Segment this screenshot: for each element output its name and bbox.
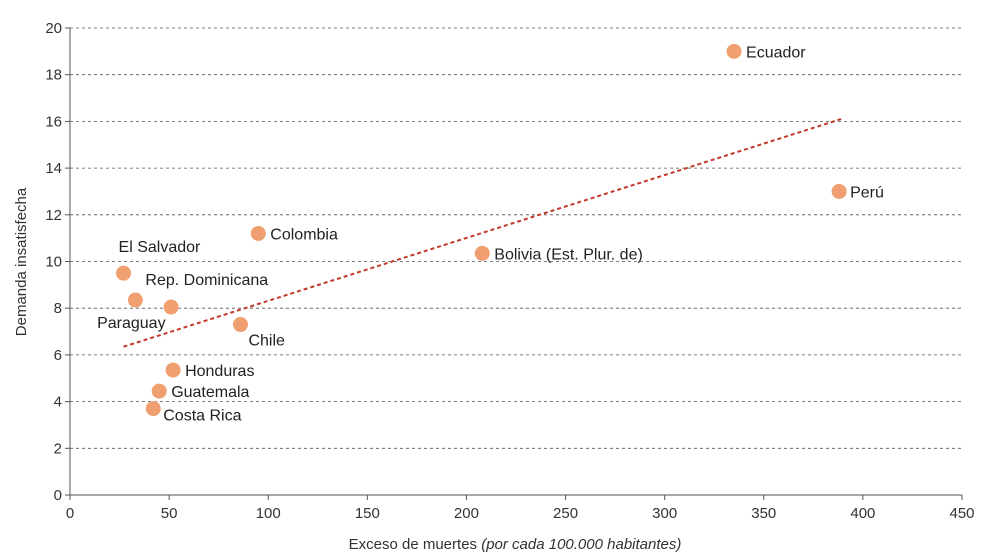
x-tick-label: 450 <box>949 505 974 522</box>
point-label: Ecuador <box>746 44 806 61</box>
y-tick-label: 4 <box>54 394 62 411</box>
x-axis-title-main: Exceso de muertes <box>349 536 482 553</box>
y-tick-label: 14 <box>45 160 62 177</box>
point-label: Rep. Dominicana <box>145 272 268 289</box>
data-point <box>250 225 266 241</box>
y-tick-label: 16 <box>45 113 62 130</box>
x-tick-label: 400 <box>850 505 875 522</box>
data-point <box>163 299 179 315</box>
point-label: Paraguay <box>97 315 165 332</box>
x-tick-label: 200 <box>454 505 479 522</box>
y-tick-labels: 0 2 4 6 8 10 12 14 16 18 20 <box>45 20 62 504</box>
x-tick-labels: 0 50 100 150 200 250 300 350 400 450 <box>66 505 975 522</box>
data-point <box>232 317 248 333</box>
y-tick-label: 12 <box>45 207 62 224</box>
y-tick-label: 10 <box>45 254 62 271</box>
point-label: Colombia <box>270 226 338 243</box>
point-label: Costa Rica <box>163 408 241 425</box>
y-axis-title: Demanda insatisfecha <box>13 187 30 336</box>
x-tick-label: 100 <box>256 505 281 522</box>
point-label: Honduras <box>185 363 254 380</box>
y-tick-label: 6 <box>54 347 62 364</box>
axes <box>65 27 963 500</box>
x-axis-title-italic: (por cada 100.000 habitantes) <box>481 536 681 553</box>
data-point <box>145 401 161 417</box>
data-point <box>127 292 143 308</box>
trendline <box>123 118 842 348</box>
point-label: Guatemala <box>171 384 249 401</box>
y-tick-label: 2 <box>54 440 62 457</box>
x-tick-label: 350 <box>751 505 776 522</box>
x-tick-label: 150 <box>355 505 380 522</box>
x-tick-label: 50 <box>161 505 178 522</box>
x-tick-label: 0 <box>66 505 74 522</box>
data-points <box>116 43 847 417</box>
point-labels: Ecuador Perú Colombia Bolivia (Est. Plur. d… <box>97 44 884 424</box>
point-label: El Salvador <box>119 239 201 256</box>
data-point <box>831 183 847 199</box>
data-point <box>165 362 181 378</box>
y-tick-label: 20 <box>45 20 62 37</box>
y-tick-label: 18 <box>45 67 62 84</box>
trendline-group <box>123 118 842 348</box>
x-tick-label: 300 <box>652 505 677 522</box>
data-point <box>151 383 167 399</box>
y-tick-label: 0 <box>54 487 62 504</box>
data-point <box>116 265 132 281</box>
grid-lines <box>70 27 962 449</box>
point-label: Bolivia (Est. Plur. de) <box>494 246 643 263</box>
point-label: Perú <box>850 184 884 201</box>
y-tick-label: 8 <box>54 300 62 317</box>
x-axis-title: Exceso de muertes (por cada 100.000 habi… <box>349 536 682 553</box>
data-point <box>474 245 490 261</box>
x-tick-label: 250 <box>553 505 578 522</box>
point-label: Chile <box>248 333 285 350</box>
data-point <box>726 43 742 59</box>
